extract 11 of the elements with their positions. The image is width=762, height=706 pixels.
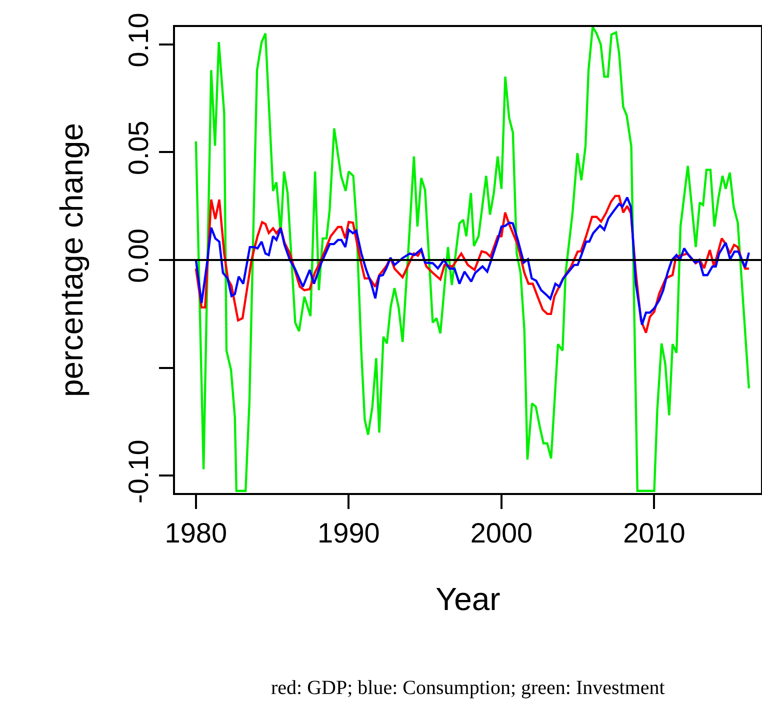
x-tick-label: 2010 <box>623 518 686 549</box>
x-tick-label: 1980 <box>164 518 228 549</box>
y-tick-label: 0.10 <box>122 12 154 68</box>
y-tick-label: -0.10 <box>122 440 154 504</box>
y-tick-label: 0.05 <box>122 120 154 176</box>
text: red: GDP; blue: Consumption; green: Investment <box>271 677 666 699</box>
x-axis-title: Year <box>436 581 501 617</box>
x-tick-label: 1990 <box>318 518 380 549</box>
y-tick-label: 0.00 <box>122 228 154 284</box>
x-tick-label: 2000 <box>470 518 533 549</box>
y-axis-title: percentage change <box>54 123 90 397</box>
